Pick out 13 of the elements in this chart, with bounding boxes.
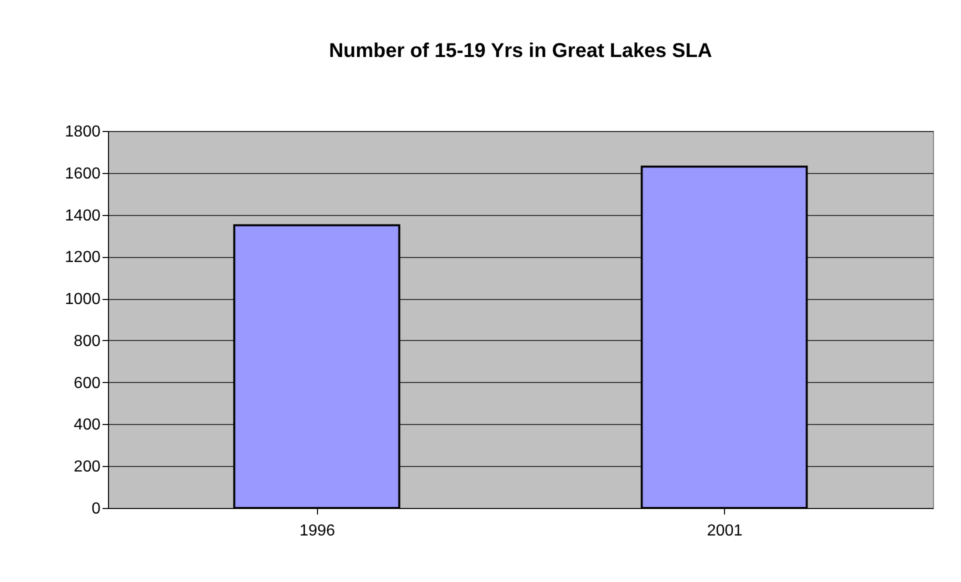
- chart-title: Number of 15-19 Yrs in Great Lakes SLA: [328, 40, 712, 62]
- y-tick-label: 800: [74, 332, 101, 350]
- x-tick-label: 1996: [299, 522, 336, 540]
- y-tick-label: 200: [74, 458, 101, 476]
- y-tick-label: 400: [74, 416, 101, 434]
- y-tick-label: 0: [92, 500, 101, 518]
- y-tick-label: 1800: [64, 124, 101, 140]
- y-tick-label: 1200: [64, 249, 101, 266]
- x-tick-label: 2001: [706, 522, 743, 540]
- y-tick-label: 600: [74, 374, 101, 392]
- y-tick-label: 1600: [64, 165, 101, 182]
- y-tick-label: 1000: [64, 291, 101, 308]
- y-tick-label: 1400: [64, 207, 101, 224]
